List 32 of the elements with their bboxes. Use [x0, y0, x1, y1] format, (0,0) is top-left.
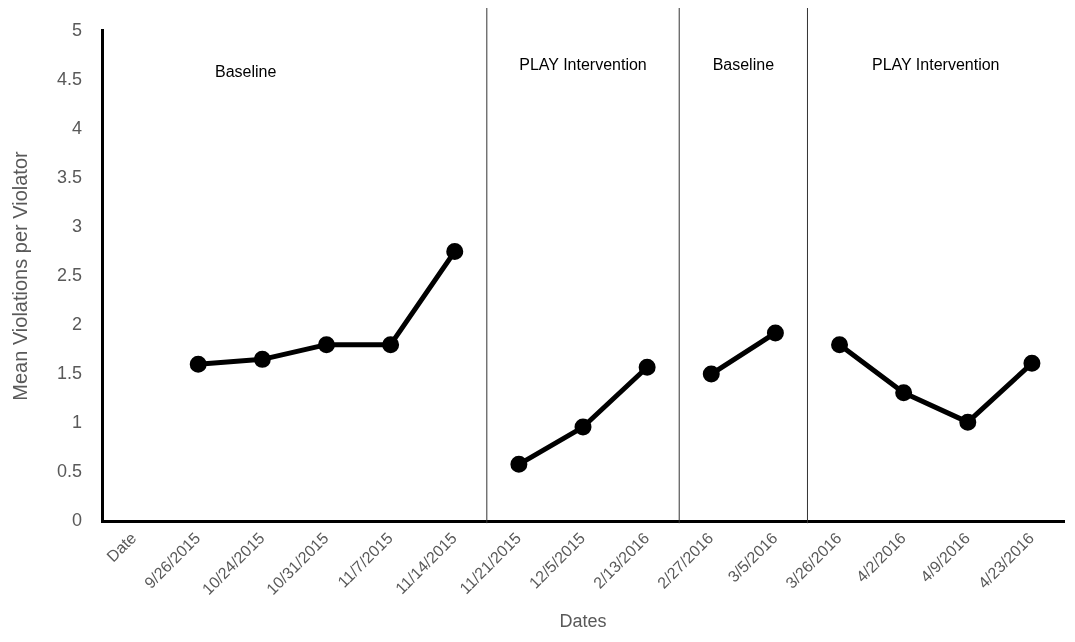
y-tick-label: 4	[72, 117, 83, 138]
point	[895, 384, 913, 402]
annotation: Baseline	[215, 63, 277, 81]
x-tick-label: Date	[103, 529, 140, 566]
point	[317, 336, 335, 354]
x-axis-title: Dates	[559, 611, 607, 632]
annotation: Baseline	[712, 56, 775, 74]
point	[766, 324, 784, 342]
y-tick-label: 0.5	[56, 461, 83, 482]
point	[189, 355, 207, 373]
y-axis-title: Mean Violations per Violator	[8, 150, 31, 401]
point	[382, 336, 400, 354]
y-tick-label: 2.5	[56, 264, 83, 285]
point	[638, 358, 656, 376]
point	[831, 336, 849, 354]
y-tick-label: 0	[72, 510, 83, 531]
y-tick-label: 4.5	[56, 68, 83, 89]
y-tick-label: 2	[72, 314, 83, 335]
annotation: PLAY Intervention	[871, 56, 1000, 74]
y-tick-label: 1.5	[56, 363, 83, 384]
point	[702, 365, 720, 383]
point	[959, 413, 977, 431]
point	[253, 350, 271, 368]
point	[446, 242, 464, 260]
point	[1023, 354, 1041, 372]
y-tick-label: 1	[72, 412, 83, 433]
y-tick-label: 5	[72, 19, 83, 40]
y-tick-label: 3.5	[56, 166, 83, 187]
y-tick-label: 3	[72, 215, 83, 236]
point	[510, 455, 528, 473]
annotation: PLAY Intervention	[519, 56, 647, 74]
point	[574, 418, 592, 436]
